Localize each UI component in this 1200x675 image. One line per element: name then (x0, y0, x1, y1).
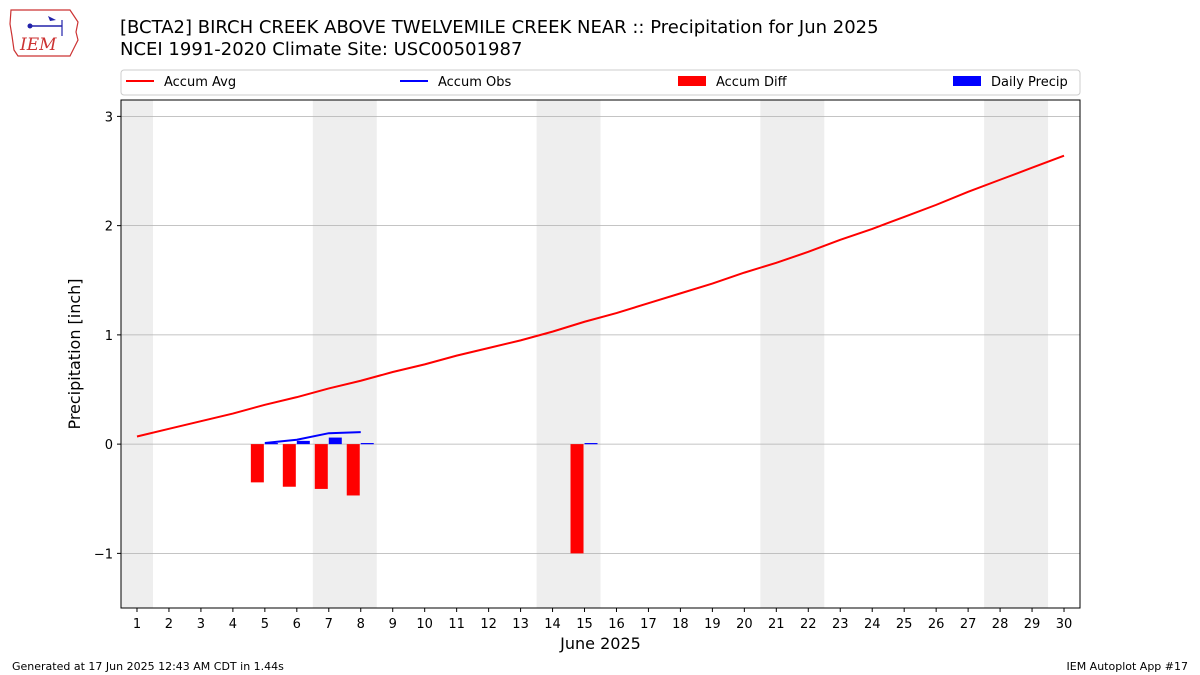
x-tick-label: 15 (576, 617, 593, 632)
weekend-band (312, 100, 377, 608)
daily-precip-bar (264, 443, 278, 445)
x-tick-label: 22 (800, 617, 817, 632)
x-tick-label: 21 (768, 617, 785, 632)
x-tick-label: 25 (896, 617, 913, 632)
x-tick-label: 27 (960, 617, 977, 632)
x-tick-label: 18 (672, 617, 689, 632)
x-tick-label: 5 (261, 617, 269, 632)
x-tick-label: 28 (992, 617, 1009, 632)
x-tick-label: 13 (512, 617, 529, 632)
daily-precip-bar (360, 443, 374, 445)
daily-precip-bar (328, 437, 342, 445)
x-tick-label: 11 (448, 617, 465, 632)
x-tick-label: 29 (1024, 617, 1041, 632)
plot-frame (120, 99, 1081, 609)
x-tick-label: 10 (416, 617, 433, 632)
x-tick-label: 14 (544, 617, 561, 632)
generated-timestamp: Generated at 17 Jun 2025 12:43 AM CDT in… (12, 660, 284, 673)
legend-label: Daily Precip (991, 75, 1068, 90)
accum-diff-bar (282, 444, 296, 487)
x-axis-label: June 2025 (559, 634, 641, 653)
x-tick-label: 3 (197, 617, 205, 632)
x-tick-label: 12 (480, 617, 497, 632)
x-tick-label: 19 (704, 617, 721, 632)
daily-precip-bar (584, 443, 598, 445)
x-tick-label: 24 (864, 617, 881, 632)
legend-swatch-bar (678, 76, 706, 86)
x-tick-label: 6 (293, 617, 301, 632)
legend-label: Accum Obs (438, 75, 511, 90)
daily-precip-bar (296, 440, 310, 445)
x-tick-label: 30 (1056, 617, 1073, 632)
weekend-band (760, 100, 825, 608)
accum-avg-line (136, 154, 1065, 438)
x-tick-label: 20 (736, 617, 753, 632)
x-tick-label: 26 (928, 617, 945, 632)
x-tick-label: 8 (357, 617, 365, 632)
accum-diff-bar (570, 444, 584, 554)
legend-box (120, 69, 1081, 96)
chart-legend: Accum Avg Accum Obs Accum Diff Daily Precip (120, 69, 1081, 96)
accum-diff-bar (250, 444, 264, 483)
legend-label: Accum Diff (716, 75, 788, 90)
legend-label: Accum Avg (164, 75, 236, 90)
y-axis-label: Precipitation [inch] (65, 278, 84, 429)
x-tick-label: 4 (229, 617, 237, 632)
x-tick-label: 17 (640, 617, 657, 632)
y-tick-label: 0 (105, 438, 113, 453)
y-tick-label: 3 (105, 110, 113, 125)
x-tick-label: 2 (165, 617, 173, 632)
x-tick-label: 16 (608, 617, 625, 632)
accum-obs-line (264, 431, 361, 445)
y-tick-label: −1 (94, 547, 113, 562)
y-tick-label: 1 (105, 329, 113, 344)
app-label: IEM Autoplot App #17 (1066, 660, 1189, 673)
legend-swatch-bar (953, 76, 981, 86)
accum-diff-bar (314, 444, 328, 489)
x-tick-label: 7 (325, 617, 333, 632)
svg-text:IEM: IEM (19, 35, 57, 55)
chart-title: [BCTA2] BIRCH CREEK ABOVE TWELVEMILE CRE… (120, 17, 879, 38)
accum-diff-bar (346, 444, 360, 496)
y-tick-label: 2 (105, 220, 113, 235)
chart-subtitle: NCEI 1991-2020 Climate Site: USC00501987 (120, 39, 523, 60)
weekend-band (984, 100, 1049, 608)
weekend-band (536, 100, 601, 608)
x-tick-label: 1 (133, 617, 141, 632)
x-tick-label: 23 (832, 617, 849, 632)
iem-logo: IEM (9, 9, 79, 57)
x-tick-label: 9 (389, 617, 397, 632)
weekend-band (121, 100, 153, 608)
